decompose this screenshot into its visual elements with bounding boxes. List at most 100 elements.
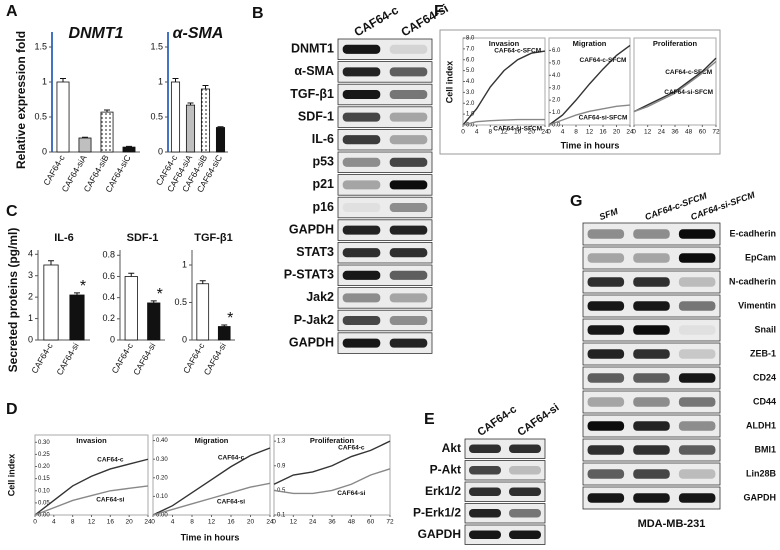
panel-label: C	[6, 203, 18, 220]
y-axis-label: Cell index	[444, 61, 454, 104]
series-label: CAF64-c-SFCM	[494, 47, 541, 54]
blot-strip	[582, 222, 721, 246]
blot-band	[633, 301, 670, 311]
row-label: GAPDH	[289, 335, 334, 349]
y-axis-label: Secreted proteins (pg/ml)	[6, 228, 20, 373]
blot-band	[587, 373, 625, 383]
x-tick-label: 12	[88, 519, 96, 526]
chart-title: Proliferation	[310, 436, 355, 445]
bar	[124, 276, 138, 341]
row-label: P-Erk1/2	[413, 505, 461, 519]
blot-band	[633, 469, 670, 479]
error-bar	[202, 85, 209, 89]
blot-strip	[464, 503, 546, 524]
series-line	[462, 50, 546, 126]
blot-band	[342, 135, 381, 145]
series-line	[548, 44, 631, 126]
x-tick-label: 12	[586, 129, 594, 136]
error-bar	[60, 78, 66, 82]
y-tick-label: 0	[110, 334, 115, 344]
blot-band	[678, 421, 716, 431]
y-tick-label: 1	[182, 259, 187, 269]
blot-band	[389, 202, 428, 213]
blot-band	[469, 444, 501, 454]
blot-band	[678, 301, 716, 311]
row-label: α-SMA	[294, 64, 334, 78]
y-tick-label: 4	[28, 249, 33, 259]
y-tick-label: 0.0	[552, 123, 561, 129]
blot-strip	[337, 38, 433, 61]
error-bar	[82, 136, 88, 138]
row-label: ALDH1	[746, 420, 776, 430]
y-tick-label: 0.4	[102, 292, 115, 302]
row-label: CD44	[753, 396, 776, 406]
chart-title: DNMT1	[68, 25, 123, 42]
significance-mark: *	[157, 286, 163, 303]
x-tick-label: 0	[547, 129, 551, 136]
y-tick-label: 1.0	[466, 112, 475, 118]
x-tick-label: 24	[541, 129, 549, 136]
series-line	[152, 447, 271, 516]
row-label: STAT3	[296, 245, 334, 259]
error-bar	[199, 280, 206, 284]
x-tick-label: 72	[386, 519, 394, 526]
error-bar	[221, 324, 228, 327]
y-tick-label: 0	[158, 146, 163, 156]
row-label: GAPDH	[289, 222, 334, 236]
blot-band	[633, 229, 670, 239]
y-tick-label: 0.05	[38, 500, 50, 506]
blot-band	[678, 373, 716, 383]
blot-band	[342, 338, 381, 348]
error-bar	[74, 292, 80, 295]
blot-band	[633, 445, 670, 455]
y-tick-label: 0.0	[466, 123, 475, 129]
chart-title: TGF-β1	[194, 232, 233, 244]
x-tick-label: 12	[208, 519, 216, 526]
panel-label: G	[570, 193, 582, 210]
blot-band	[633, 349, 670, 359]
y-tick-label: 0.1	[277, 513, 286, 519]
blot-band	[587, 229, 625, 239]
row-label: BMI1	[754, 444, 776, 454]
x-tick-label: 36	[328, 519, 336, 526]
blot-strip	[337, 151, 433, 174]
blot-band	[587, 445, 625, 455]
blot-band	[678, 397, 716, 407]
blot-strip	[582, 390, 721, 414]
blot-band	[389, 225, 428, 235]
x-axis-label: Time in hours	[561, 140, 620, 150]
blot-strip	[337, 219, 433, 241]
blot-band	[587, 493, 625, 503]
series-line	[34, 485, 149, 516]
y-tick-label: 5.0	[466, 68, 475, 74]
y-tick-label: 6.0	[552, 48, 561, 54]
blot-strip	[337, 83, 433, 106]
y-tick-label: 0.20	[156, 475, 168, 481]
x-tick-label: 0	[33, 519, 37, 526]
blot-band	[587, 397, 625, 407]
error-bar	[48, 260, 54, 265]
blot-strip	[337, 309, 433, 332]
blot-strip	[337, 174, 433, 196]
series-line	[152, 482, 271, 516]
blot-band	[678, 277, 716, 287]
plot-frame	[462, 37, 546, 126]
error-bar	[187, 102, 194, 106]
column-header: CAF64-c	[352, 3, 401, 40]
row-label: p16	[312, 200, 334, 214]
blot-band	[509, 487, 541, 497]
blot-strip	[582, 246, 721, 270]
blot-band	[633, 397, 670, 407]
blot-band	[342, 112, 381, 122]
blot-band	[342, 67, 381, 77]
blot-band	[633, 325, 670, 335]
row-label: SDF-1	[298, 109, 334, 123]
y-tick-label: 5.0	[552, 60, 561, 66]
y-tick-label: 0.5	[150, 111, 163, 121]
row-label: TGF-β1	[290, 87, 334, 101]
blot-band	[678, 253, 716, 263]
blot-strip	[464, 460, 546, 481]
blot-strip	[464, 438, 546, 459]
row-label: Lin28B	[746, 468, 777, 478]
chart-title: α-SMA	[173, 25, 224, 42]
